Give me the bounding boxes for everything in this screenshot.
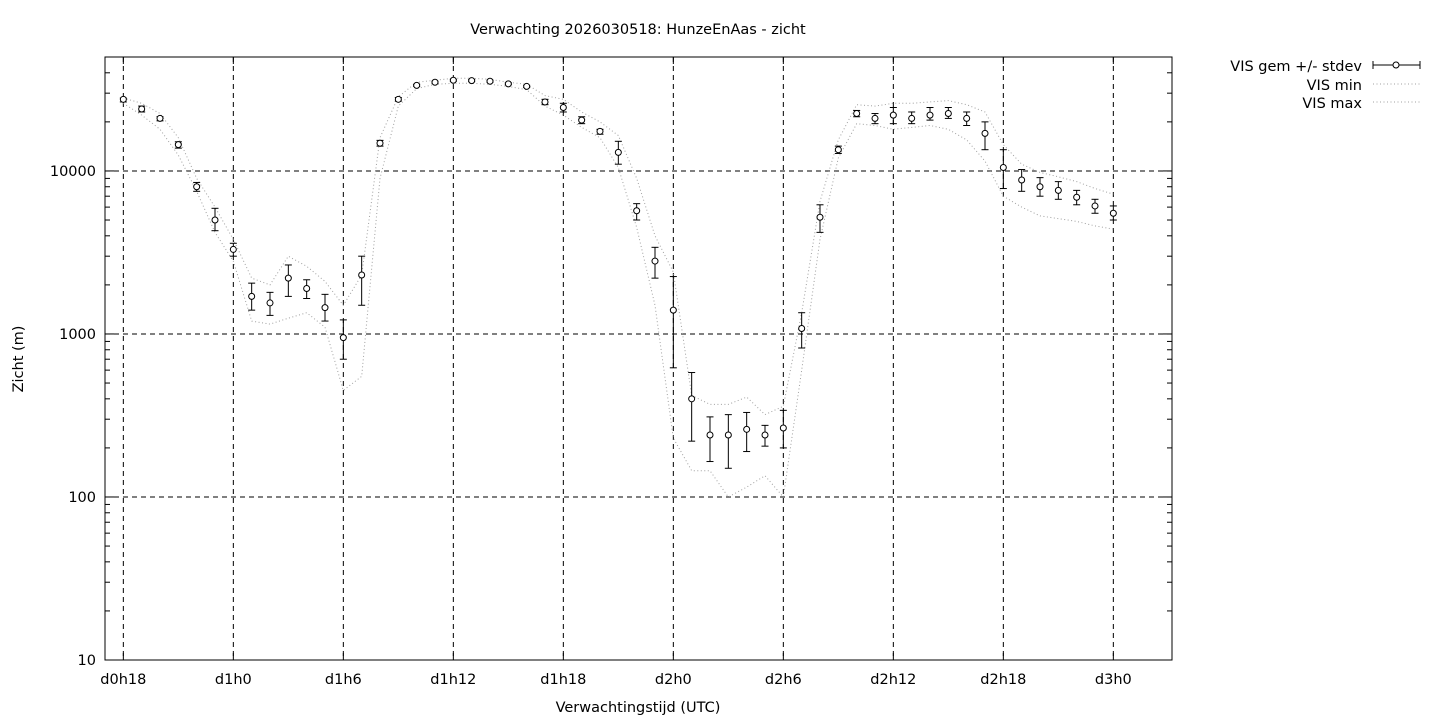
x-tick-label: d3h0 — [1095, 672, 1132, 688]
data-point-mean — [468, 77, 476, 85]
data-point-mean — [174, 141, 182, 149]
data-point-mean — [908, 114, 916, 122]
legend-label-max: VIS max — [1302, 96, 1362, 112]
data-point-mean — [596, 127, 604, 135]
data-point-mean — [138, 105, 146, 113]
x-tick-label: d1h6 — [325, 672, 362, 688]
data-point-mean — [926, 111, 934, 119]
data-point-mean — [559, 104, 567, 112]
data-point-mean — [724, 431, 732, 439]
data-point-mean — [999, 163, 1007, 171]
data-point-mean — [853, 110, 861, 118]
y-tick-label: 10 — [78, 653, 96, 669]
data-point-mean — [413, 81, 421, 89]
legend-label-mean: VIS gem +/- stdev — [1230, 59, 1362, 75]
data-point-mean — [889, 111, 897, 119]
data-point-mean — [1054, 186, 1062, 194]
data-point-mean — [321, 304, 329, 312]
data-point-mean — [651, 257, 659, 265]
data-point-mean — [761, 431, 769, 439]
data-point-mean — [486, 77, 494, 85]
mean-points — [119, 76, 1117, 469]
data-point-mean — [193, 183, 201, 191]
chart-title: Verwachting 2026030518: HunzeEnAas - zic… — [470, 22, 806, 38]
plot-frame — [104, 56, 1173, 661]
data-point-mean — [834, 146, 842, 154]
x-tick-label: d2h6 — [765, 672, 802, 688]
data-point-mean — [376, 139, 384, 147]
data-point-mean — [743, 425, 751, 433]
data-point-mean — [871, 114, 879, 122]
data-point-mean — [578, 116, 586, 124]
x-tick-label: d1h18 — [540, 672, 586, 688]
data-point-mean — [248, 292, 256, 300]
x-axis-label: Verwachtingstijd (UTC) — [556, 700, 721, 716]
data-point-mean — [229, 245, 237, 253]
data-point-mean — [394, 95, 402, 103]
data-point-mean — [816, 213, 824, 221]
data-point-mean — [303, 285, 311, 293]
data-point-mean — [284, 274, 292, 282]
data-point-mean — [339, 334, 347, 342]
data-point-mean — [1018, 176, 1026, 184]
data-point-mean — [358, 271, 366, 279]
x-tick-label: d0h18 — [100, 672, 146, 688]
axis-ticks: d0h18 d1h0 d1h6 d1h12 d1h18 d2h0 d2h6 d2h12 d2h1… — [50, 56, 1172, 688]
data-point-mean — [211, 216, 219, 224]
x-tick-label: d2h0 — [655, 672, 692, 688]
data-point-mean — [523, 82, 531, 90]
data-point-mean — [119, 95, 127, 103]
data-point-mean — [504, 80, 512, 88]
min-max-lines — [123, 77, 1114, 499]
data-point-mean — [706, 431, 714, 439]
y-tick-label: 1000 — [59, 327, 96, 343]
data-point-mean — [779, 424, 787, 432]
data-point-mean — [1073, 193, 1081, 201]
data-point-mean — [688, 395, 696, 403]
legend-label-min: VIS min — [1307, 78, 1362, 94]
data-point-mean — [1036, 183, 1044, 191]
data-point-mean — [963, 114, 971, 122]
data-point-mean — [1091, 202, 1099, 210]
y-axis-label: Zicht (m) — [11, 326, 27, 393]
x-tick-label: d1h0 — [215, 672, 252, 688]
data-point-mean — [981, 129, 989, 137]
data-point-mean — [156, 114, 164, 122]
data-point-mean — [1109, 209, 1117, 217]
data-point-mean — [431, 78, 439, 86]
grid — [105, 57, 1172, 660]
y-tick-label: 100 — [68, 490, 96, 506]
data-point-mean — [669, 306, 677, 314]
data-point-mean — [614, 148, 622, 156]
data-point-mean — [633, 207, 641, 215]
data-point-mean — [541, 98, 549, 106]
x-tick-label: d1h12 — [430, 672, 476, 688]
data-point-mean — [944, 110, 952, 118]
data-point-mean — [266, 299, 274, 307]
data-point-mean — [449, 76, 457, 84]
series-line-vis-max — [123, 77, 1114, 416]
x-tick-label: d2h12 — [870, 672, 916, 688]
y-tick-label: 10000 — [50, 164, 96, 180]
legend-sample-mean-marker — [1392, 61, 1400, 69]
x-tick-label: d2h18 — [980, 672, 1026, 688]
data-point-mean — [798, 325, 806, 333]
legend: VIS gem +/- stdev VIS min VIS max — [1230, 59, 1421, 112]
